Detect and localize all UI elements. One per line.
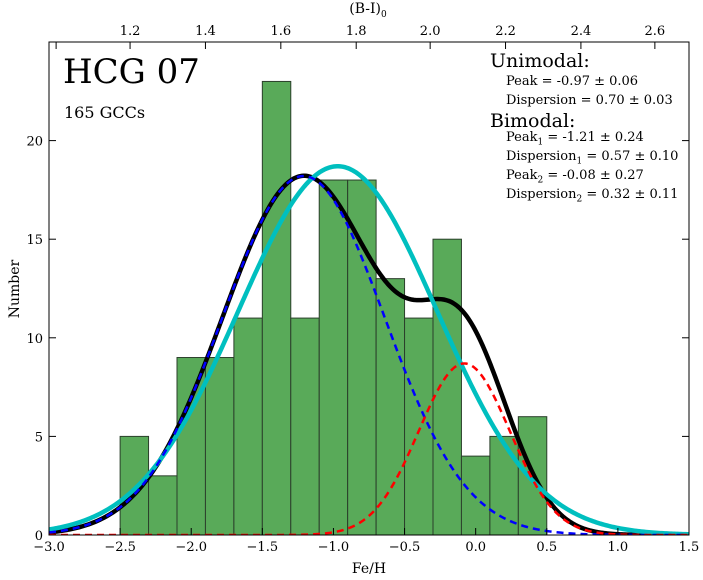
histogram-bar: [318, 179, 349, 535]
y-tick-label: 10: [26, 332, 43, 347]
fit-curve-unimodal: [49, 164, 689, 535]
top-tick-label: 2.4: [571, 24, 592, 39]
fit-curves: [49, 164, 689, 535]
histogram-bar: [261, 80, 292, 535]
top-tick-label: 1.6: [270, 24, 291, 39]
x-tick-label: −2.5: [104, 540, 136, 555]
x-tick-label: −1.0: [318, 540, 350, 555]
histogram-bar: [432, 238, 462, 535]
unimodal-dispersion: Dispersion = 0.70 ± 0.03: [506, 93, 673, 108]
chart-title: HCG 07: [63, 52, 200, 92]
unimodal-peak: Peak = -0.97 ± 0.06: [506, 74, 639, 89]
histogram-bar: [375, 278, 406, 535]
bimodal-peak2: Peak2 = -0.08 ± 0.27: [506, 168, 644, 186]
x-tick-label: −3.0: [33, 540, 65, 555]
axis-tick-labels: −3.0 −2.5 −2.0 −1.5 −1.0 −0.5 0.0 0.5 1.0 1.5 0 5 10…: [26, 24, 699, 555]
axis-ticks: [48, 42, 690, 536]
top-tick-label: 1.8: [346, 24, 367, 39]
top-tick-label: 1.2: [120, 24, 141, 39]
x-tick-label: −0.5: [389, 540, 421, 555]
gcc-count: 165 GCCs: [64, 103, 146, 122]
y-tick-label: 5: [35, 430, 43, 445]
unimodal-header: Unimodal:: [490, 50, 590, 72]
histogram-bar: [176, 357, 206, 535]
top-tick-label: 2.0: [420, 24, 441, 39]
bimodal-dispersion2: Dispersion2 = 0.32 ± 0.11: [506, 187, 679, 205]
bimodal-dispersion1: Dispersion1 = 0.57 ± 0.10: [506, 149, 679, 167]
histogram-bar: [148, 475, 178, 535]
plot-frame: [48, 41, 690, 536]
histogram-bar: [204, 357, 235, 535]
bimodal-peak1: Peak1 = -1.21 ± 0.24: [506, 130, 644, 148]
bimodal-header: Bimodal:: [490, 110, 576, 132]
x-tick-label: 1.5: [679, 540, 700, 555]
fit-curve-bimodal-component-1: [49, 174, 689, 535]
histogram-bar: [489, 435, 519, 535]
top-tick-label: 2.6: [645, 24, 666, 39]
histogram-bar: [233, 317, 263, 535]
fit-curve-bimodal-component-2: [49, 362, 689, 535]
y-axis-label: Number: [7, 259, 23, 318]
x-tick-label: 1.0: [608, 540, 629, 555]
x-tick-label: 0.0: [465, 540, 486, 555]
x-axis-label: Fe/H: [352, 561, 386, 577]
x-tick-label: 0.5: [536, 540, 557, 555]
y-tick-label: 0: [35, 529, 43, 544]
x-tick-label: −2.0: [175, 540, 207, 555]
top-tick-label: 2.2: [495, 24, 516, 39]
top-axis-label: (B-I)0: [349, 1, 387, 20]
top-tick-label: 1.4: [195, 24, 216, 39]
y-tick-label: 15: [26, 233, 43, 248]
x-tick-label: −1.5: [247, 540, 279, 555]
histogram-bars: [119, 80, 548, 535]
y-tick-label: 20: [26, 135, 43, 150]
histogram-bar: [290, 317, 320, 535]
